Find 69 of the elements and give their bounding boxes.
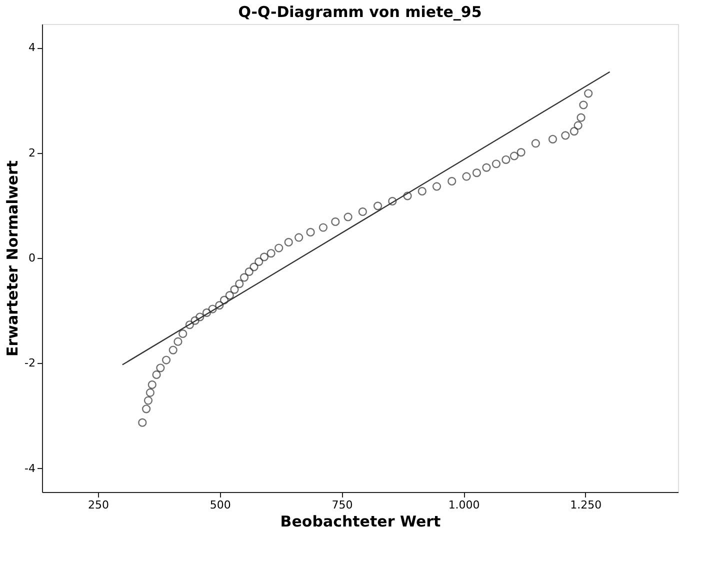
point [196, 312, 204, 322]
point [146, 388, 154, 397]
point [318, 223, 328, 232]
point [240, 273, 249, 282]
point [403, 192, 412, 200]
point [208, 304, 217, 314]
point [531, 139, 540, 148]
point [294, 233, 304, 242]
point [178, 329, 188, 338]
point [548, 134, 558, 144]
x-tick-label: 250 [88, 498, 110, 512]
point [244, 267, 254, 276]
y-tick-label: 2 [28, 146, 36, 160]
point [190, 316, 200, 325]
point [331, 217, 340, 226]
x-axis-title: Beobachteter Wert [280, 512, 441, 530]
point [266, 248, 276, 258]
point [373, 202, 382, 210]
point [510, 152, 519, 160]
point [576, 113, 586, 122]
x-tick-label: 750 [332, 498, 353, 512]
x-tick-label: 500 [210, 498, 231, 512]
point [250, 262, 258, 272]
point [462, 172, 471, 181]
point [561, 131, 570, 140]
point [225, 291, 234, 300]
point [344, 212, 352, 222]
point [570, 126, 578, 136]
point [215, 301, 224, 310]
y-axis-title: Erwarteter Normalwert [4, 160, 22, 357]
point [174, 337, 182, 346]
point [185, 320, 194, 330]
y-tick-label: 0 [28, 252, 36, 264]
point [202, 308, 212, 317]
point [220, 296, 229, 304]
point [144, 396, 153, 405]
point [254, 257, 264, 266]
point [516, 148, 526, 157]
point [235, 279, 244, 288]
point [432, 182, 442, 191]
point [152, 370, 161, 380]
point [492, 160, 501, 168]
point [574, 121, 582, 130]
point [260, 252, 269, 262]
x-tick-label: 1.000 [448, 498, 480, 512]
y-tick-label: -4 [24, 462, 36, 475]
point [418, 186, 426, 196]
point [284, 238, 293, 247]
point [274, 244, 284, 252]
chart-title: Q-Q-Diagramm von miete_95 [238, 3, 482, 21]
point [579, 100, 588, 110]
point [168, 346, 178, 354]
point [502, 155, 510, 164]
point [584, 89, 593, 98]
y-tick-label: 4 [28, 41, 36, 54]
point [482, 163, 491, 172]
point [156, 364, 165, 372]
point [448, 176, 456, 186]
point [142, 404, 151, 414]
point [230, 285, 239, 294]
point [358, 207, 367, 216]
point [162, 356, 171, 364]
x-tick-label: 1.250 [570, 498, 602, 512]
point [148, 380, 156, 390]
point [472, 168, 482, 178]
point [138, 418, 147, 427]
point [306, 228, 315, 237]
point [388, 196, 397, 206]
y-tick-label: -2 [24, 356, 36, 370]
